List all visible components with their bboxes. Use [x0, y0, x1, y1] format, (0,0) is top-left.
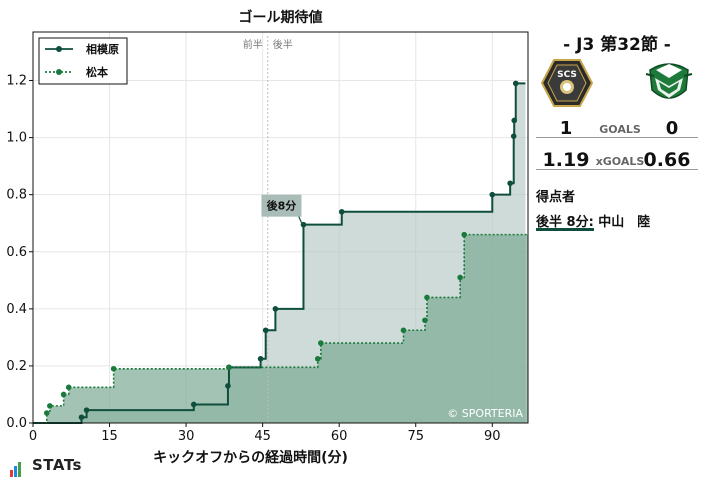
- data-point: [300, 221, 307, 228]
- data-point: [43, 410, 50, 416]
- series-line-1: [33, 233, 528, 424]
- data-point: [272, 306, 279, 312]
- data-point: [318, 340, 324, 346]
- data-point: [424, 294, 430, 301]
- data-point: [83, 407, 90, 413]
- y-tick-label: 0.2: [6, 359, 27, 374]
- logo-bar: [10, 470, 13, 477]
- x-tick-label: 90: [484, 429, 501, 444]
- data-point: [190, 401, 197, 408]
- area-fill-0: [33, 83, 526, 424]
- data-point: [422, 317, 428, 324]
- x-tick-label: 0: [29, 429, 37, 444]
- x-tick-label: 15: [101, 429, 118, 444]
- stats-logo: STATs: [10, 456, 81, 477]
- first-half-label: 前半: [243, 38, 263, 51]
- legend-label: 松本: [86, 65, 108, 79]
- data-point: [400, 327, 407, 334]
- data-point: [507, 180, 513, 187]
- x-axis-label: キックオフからの経過時間(分): [153, 449, 348, 466]
- y-tick-label: 0.0: [6, 416, 27, 431]
- data-point: [457, 274, 463, 281]
- data-point: [110, 365, 117, 372]
- data-point: [512, 80, 519, 87]
- data-point: [314, 355, 321, 362]
- second-half-label: 後半: [273, 38, 293, 51]
- sagamihara-crest-icon: SCS: [540, 59, 594, 107]
- legend-marker: [56, 46, 62, 52]
- data-point: [78, 414, 85, 421]
- series-line-0: [33, 82, 526, 424]
- xg-label: xGOALS: [595, 155, 645, 168]
- data-point: [262, 327, 269, 334]
- y-tick-label: 0.6: [6, 245, 27, 260]
- xg-row: 1.19 xGOALS 0.66: [534, 149, 700, 171]
- annotation-label: 後8分: [267, 199, 297, 213]
- data-point: [65, 384, 72, 391]
- legend-marker: [56, 69, 62, 75]
- x-tick-label: 75: [407, 429, 424, 444]
- x-tick-label: 30: [178, 429, 195, 444]
- data-point: [47, 403, 53, 409]
- y-tick-label: 1.0: [6, 131, 27, 146]
- home-xg: 1.19: [542, 149, 590, 171]
- stats-logo-icon: [10, 458, 22, 477]
- data-point: [510, 133, 517, 139]
- y-tick-label: 0.4: [6, 302, 27, 317]
- data-point: [257, 355, 264, 362]
- stats-logo-text: STATs: [32, 456, 82, 474]
- away-goals: 0: [665, 118, 679, 139]
- data-point: [226, 364, 232, 371]
- scorers-title: 得点者: [536, 190, 576, 205]
- goals-row: 1 GOALS 0: [534, 118, 700, 140]
- y-tick-label: 1.2: [6, 74, 27, 89]
- data-point: [489, 191, 496, 198]
- legend-box: [38, 37, 128, 85]
- legend-label: 相模原: [86, 42, 119, 56]
- data-point: [511, 117, 518, 124]
- scorer-underline: [536, 228, 594, 231]
- x-tick-label: 60: [331, 429, 348, 444]
- data-point: [338, 209, 345, 215]
- scorer-entry: 後半 8分: 中山 陸: [536, 215, 651, 230]
- data-point: [225, 383, 231, 389]
- annotation-box: [261, 194, 302, 217]
- logo-bar: [14, 466, 17, 477]
- match-title: - J3 第32節 -: [563, 35, 671, 55]
- data-point: [461, 231, 468, 238]
- area-fill-1: [33, 234, 528, 423]
- home-goals: 1: [559, 118, 573, 139]
- logo-bar: [18, 462, 21, 477]
- away-xg: 0.66: [643, 149, 691, 171]
- goals-label: GOALS: [599, 123, 641, 136]
- divider: [536, 137, 698, 138]
- data-point: [60, 391, 67, 398]
- y-tick-label: 0.8: [6, 188, 27, 203]
- plot-frame: [32, 31, 529, 424]
- x-tick-label: 45: [254, 429, 271, 444]
- watermark: © SPORTERIA: [447, 407, 523, 420]
- chart-title: ゴール期待値: [239, 9, 323, 26]
- home-crest-text: SCS: [557, 70, 577, 80]
- divider: [536, 169, 698, 170]
- matsumoto-crest-icon: [645, 63, 693, 99]
